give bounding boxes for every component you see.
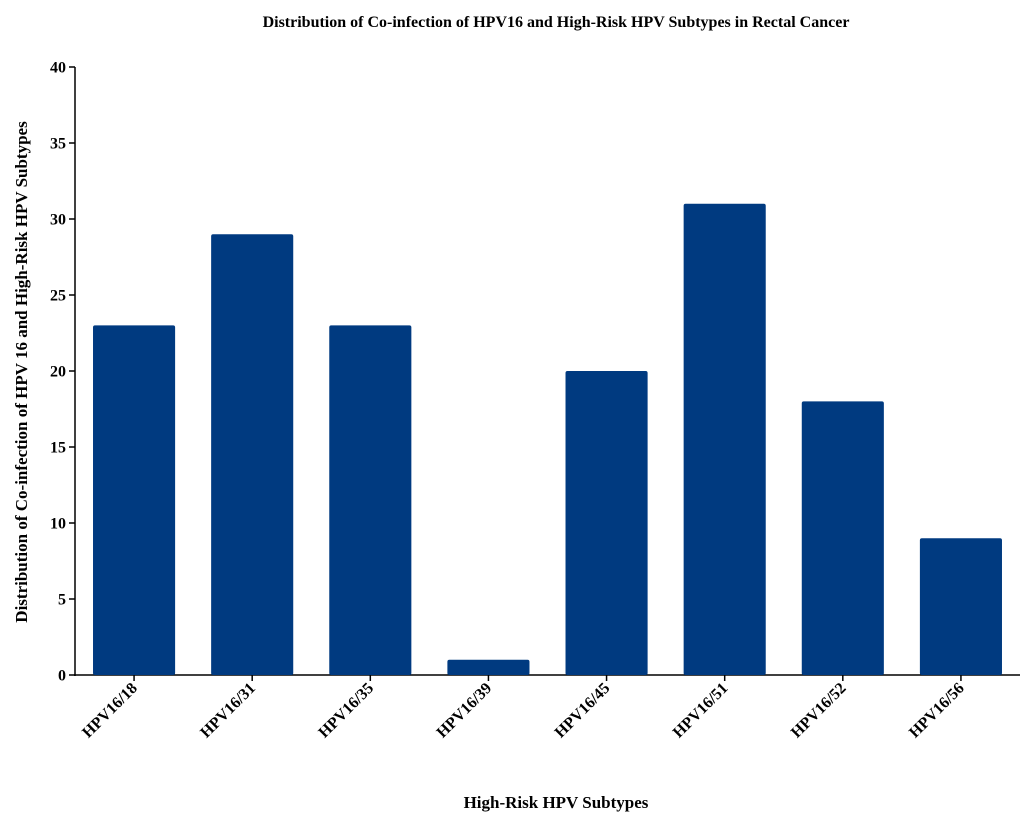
x-tick-label: HPV16/39 bbox=[434, 680, 496, 742]
y-axis-label: Distribution of Co-infection of HPV 16 a… bbox=[12, 121, 31, 623]
y-tick-label: 20 bbox=[50, 364, 66, 381]
x-axis: HPV16/18 HPV16/31 HPV16/35 HPV16/39 HPV16/45… bbox=[74, 674, 1020, 742]
bars-group bbox=[93, 203, 1002, 676]
bar bbox=[683, 203, 766, 676]
x-tick-label: HPV16/56 bbox=[906, 680, 968, 742]
bar bbox=[93, 325, 176, 675]
y-tick-label: 30 bbox=[50, 212, 66, 229]
y-axis: 0 5 10 15 20 25 30 35 40 bbox=[50, 60, 76, 685]
x-tick-label: HPV16/52 bbox=[788, 680, 850, 742]
x-tick-label: HPV16/31 bbox=[197, 680, 259, 742]
y-tick-label: 35 bbox=[50, 136, 66, 153]
x-axis-label: High-Risk HPV Subtypes bbox=[464, 793, 649, 812]
y-tick-label: 5 bbox=[58, 592, 66, 609]
x-tick-label: HPV16/35 bbox=[315, 680, 377, 742]
y-tick-label: 15 bbox=[50, 440, 66, 457]
y-tick-label: 40 bbox=[50, 60, 66, 77]
bar bbox=[565, 371, 648, 675]
bar bbox=[801, 401, 884, 675]
bar bbox=[211, 234, 294, 675]
y-tick-label: 0 bbox=[58, 668, 66, 685]
x-tick-label: HPV16/51 bbox=[670, 680, 732, 742]
x-tick-label: HPV16/45 bbox=[552, 680, 614, 742]
y-tick-label: 25 bbox=[50, 288, 66, 305]
bar bbox=[447, 659, 530, 675]
bar bbox=[329, 325, 412, 675]
y-tick-label: 10 bbox=[50, 516, 66, 533]
x-tick-label: HPV16/18 bbox=[79, 680, 141, 742]
bar bbox=[919, 538, 1002, 675]
chart-title: Distribution of Co-infection of HPV16 an… bbox=[263, 14, 850, 31]
